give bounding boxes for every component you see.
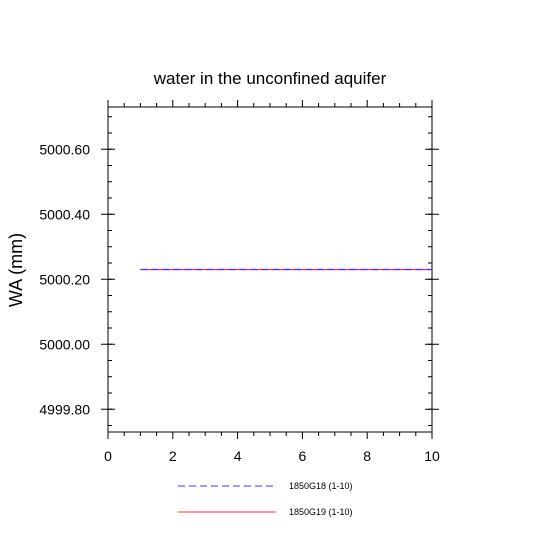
x-tick-label: 4 xyxy=(234,448,242,464)
x-tick-label: 2 xyxy=(169,448,177,464)
y-tick-label: 5000.00 xyxy=(39,336,90,352)
y-axis-label: WA (mm) xyxy=(6,233,26,307)
y-tick-label: 5000.60 xyxy=(39,141,90,157)
legend: 1850G18 (1-10) 1850G19 (1-10) xyxy=(178,481,353,517)
x-tick-label: 6 xyxy=(299,448,307,464)
y-tick-label: 4999.80 xyxy=(39,401,90,417)
y-tick-label: 5000.40 xyxy=(39,206,90,222)
chart-title: water in the unconfined aquifer xyxy=(153,69,387,88)
legend-label: 1850G19 (1-10) xyxy=(289,507,353,517)
y-tick-label: 5000.20 xyxy=(39,271,90,287)
x-tick-label: 8 xyxy=(363,448,371,464)
axis-tick-labels: 0 2 4 6 8 10 4999.80 5000.00 5000.20 5000.40 5000.… xyxy=(39,141,440,464)
x-tick-label: 10 xyxy=(424,448,440,464)
axis-ticks xyxy=(101,100,439,439)
legend-label: 1850G18 (1-10) xyxy=(289,481,353,491)
x-tick-label: 0 xyxy=(104,448,112,464)
